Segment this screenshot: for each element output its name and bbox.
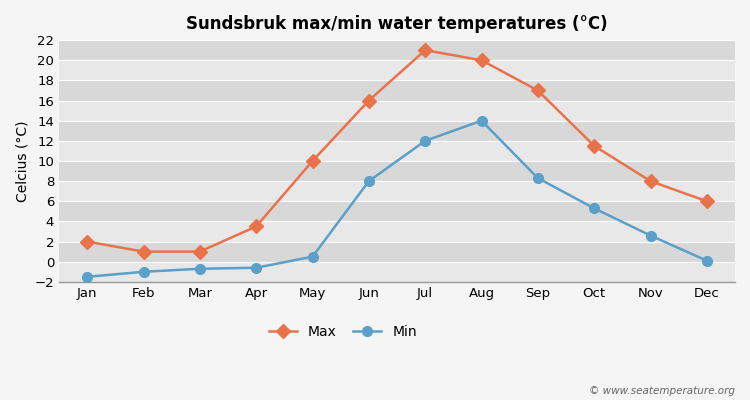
Bar [59,262,735,282]
Min [646,233,655,238]
Min [702,258,711,263]
Min [139,269,148,274]
Bar [59,141,735,161]
Legend: Max, Min: Max, Min [269,325,417,339]
Text: © www.seatemperature.org: © www.seatemperature.org [589,386,735,396]
Bar [59,80,735,100]
Bar [59,222,735,242]
Bar [59,201,735,222]
Min [590,206,598,211]
Max [252,224,261,229]
Max [421,48,430,52]
Min [252,265,261,270]
Max [646,179,655,184]
Min [477,118,486,123]
Bar [59,40,735,60]
Min [533,176,542,180]
Max [139,249,148,254]
Bar [59,181,735,201]
Max [364,98,374,103]
Min [421,138,430,143]
Y-axis label: Celcius (°C): Celcius (°C) [15,120,29,202]
Max [533,88,542,93]
Bar [59,60,735,80]
Line: Max: Max [82,45,712,256]
Title: Sundsbruk max/min water temperatures (°C): Sundsbruk max/min water temperatures (°C… [186,15,608,33]
Min [82,274,92,279]
Max [82,239,92,244]
Max [477,58,486,63]
Min [364,179,374,184]
Bar [59,242,735,262]
Max [308,158,317,163]
Min [308,254,317,259]
Max [590,144,598,148]
Max [195,249,204,254]
Bar [59,100,735,121]
Bar [59,121,735,141]
Bar [59,161,735,181]
Max [702,199,711,204]
Min [195,266,204,271]
Line: Min: Min [82,116,712,282]
